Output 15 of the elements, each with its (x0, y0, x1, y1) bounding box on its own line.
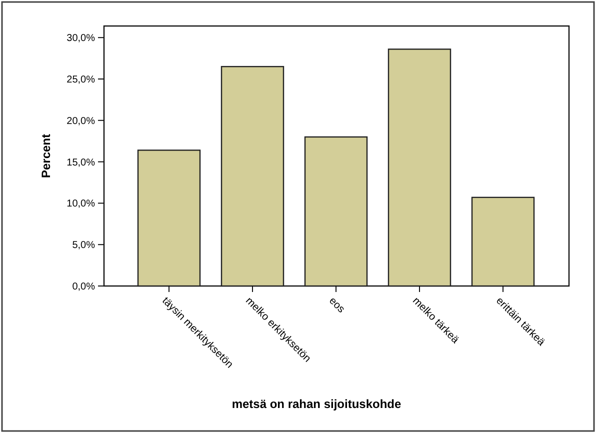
y-tick-label: 10,0% (66, 198, 96, 210)
y-tick-label: 30,0% (66, 33, 96, 44)
bar (304, 136, 368, 287)
y-axis-title: Percent (39, 134, 53, 178)
y-tick-label: 15,0% (66, 157, 96, 168)
y-tick-label: 5,0% (72, 240, 96, 252)
bar (471, 196, 535, 287)
x-axis-title: metsä on rahan sijoituskohde (232, 397, 402, 411)
y-tick-label: 0,0% (72, 282, 96, 292)
bar (388, 48, 452, 287)
y-tick-label: 25,0% (66, 74, 96, 86)
x-tick-label: eos (326, 294, 348, 316)
bar (137, 150, 201, 287)
bar (220, 66, 284, 287)
y-tick-label: 20,0% (66, 116, 96, 127)
